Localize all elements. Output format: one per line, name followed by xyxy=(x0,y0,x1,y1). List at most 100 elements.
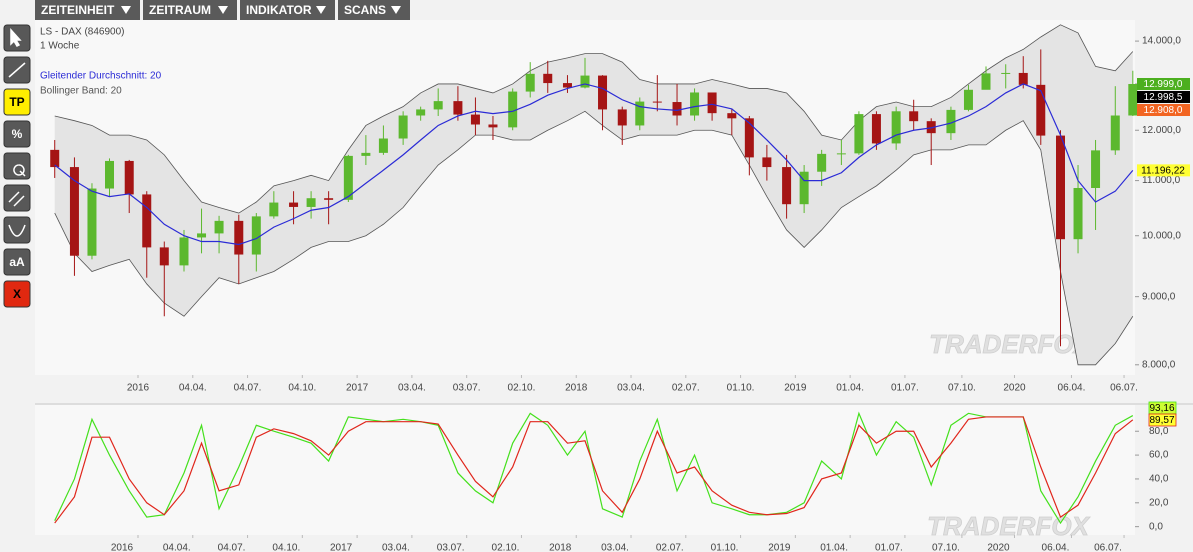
x-tick-label: 01.04. xyxy=(836,383,864,394)
candle-body xyxy=(142,194,152,248)
tool-label[interactable]: aA xyxy=(9,255,25,269)
x-tick-label: 02.10. xyxy=(508,383,536,394)
candle-body xyxy=(871,114,881,144)
candle-body xyxy=(453,101,463,115)
tool-label[interactable]: TP xyxy=(9,95,24,109)
candle-body xyxy=(836,153,846,155)
candle-body xyxy=(635,101,645,126)
candle-body xyxy=(652,101,662,103)
bollinger-fill xyxy=(54,24,1133,365)
x-tick-label: 03.07. xyxy=(437,543,465,552)
candle-body xyxy=(963,89,973,110)
menu-label[interactable]: SCANS xyxy=(344,3,386,17)
candle-body xyxy=(289,202,299,207)
y-tick-label: 11.000,0 xyxy=(1142,175,1181,186)
menu-button[interactable] xyxy=(240,0,335,20)
candle-body xyxy=(744,118,754,158)
candle-body xyxy=(525,73,535,92)
menu-label[interactable]: INDIKATOR xyxy=(246,3,312,17)
x-tick-label: 02.07. xyxy=(656,543,684,552)
menu-button[interactable] xyxy=(338,0,410,20)
bollinger-lower xyxy=(54,110,1134,366)
y-tick-label: 20,0 xyxy=(1149,497,1169,508)
tool-button[interactable] xyxy=(3,120,31,148)
x-tick-label: 03.07. xyxy=(453,383,481,394)
tool-icon xyxy=(8,224,26,237)
candle-body xyxy=(378,138,388,153)
menu-arrow xyxy=(391,6,401,14)
tool-button[interactable] xyxy=(3,184,31,212)
candle-body xyxy=(1036,84,1046,136)
candle-body xyxy=(562,83,572,88)
candle-body xyxy=(854,114,864,154)
x-tick-label: 02.10. xyxy=(492,543,520,552)
candle-body xyxy=(981,73,991,90)
x-tick-label: 04.10. xyxy=(272,543,300,552)
x-tick-label: 2019 xyxy=(768,543,791,552)
watermark: TRADERFOX xyxy=(929,329,1092,359)
candle-body xyxy=(1110,115,1120,151)
x-tick-label: 2016 xyxy=(127,383,150,394)
candle-body xyxy=(179,237,189,266)
y-tick-label: 60,0 xyxy=(1149,450,1169,461)
tool-button[interactable] xyxy=(3,88,31,116)
candle-body xyxy=(306,198,316,207)
bollinger-upper xyxy=(54,24,1134,214)
menu-button[interactable] xyxy=(143,0,237,20)
x-tick-label: 01.10. xyxy=(727,383,755,394)
menu-arrow xyxy=(218,6,228,14)
candle-body xyxy=(269,202,279,217)
x-tick-label: 2020 xyxy=(1003,383,1026,394)
last-value-label: 89,57 xyxy=(1149,415,1174,426)
last-value-tag xyxy=(1137,78,1190,91)
candle-body xyxy=(214,220,224,234)
last-value-label: 12.998,5 xyxy=(1144,92,1183,103)
menu-button[interactable] xyxy=(35,0,140,20)
menu-arrow xyxy=(121,6,131,14)
candle-body xyxy=(1055,135,1065,240)
tool-icon xyxy=(13,164,26,177)
oscillator-line xyxy=(54,411,1134,525)
y-tick-label: 80,0 xyxy=(1149,426,1169,437)
tool-button[interactable] xyxy=(3,280,31,308)
x-tick-label: 04.07. xyxy=(234,383,262,394)
candle-body xyxy=(234,220,244,255)
x-tick-label: 07.10. xyxy=(948,383,976,394)
y-tick-label: 10.000,0 xyxy=(1142,230,1181,241)
x-tick-label: 03.04. xyxy=(601,543,629,552)
x-tick-label: 2017 xyxy=(330,543,353,552)
candle-body xyxy=(197,233,207,238)
x-tick-label: 03.04. xyxy=(382,543,410,552)
candle-body xyxy=(1018,72,1028,85)
candle-body xyxy=(251,216,261,255)
candle-body xyxy=(124,160,134,195)
x-tick-label: 01.10. xyxy=(711,543,739,552)
candle-body xyxy=(87,188,97,256)
tool-label[interactable]: X xyxy=(13,287,21,301)
tool-button[interactable] xyxy=(3,216,31,244)
candle-body xyxy=(690,92,700,116)
candle-body xyxy=(1128,84,1138,116)
menu-label[interactable]: ZEITEINHEIT xyxy=(41,3,115,17)
candle-body xyxy=(926,121,936,134)
tool-icon xyxy=(8,191,25,207)
candle-body xyxy=(488,124,498,128)
x-tick-label: 01.07. xyxy=(891,383,919,394)
menu-arrow xyxy=(316,6,326,14)
instrument-title: LS - DAX (846900) xyxy=(40,27,125,38)
last-value-tag xyxy=(1137,91,1190,104)
candle-body xyxy=(946,109,956,134)
candle-body xyxy=(398,115,408,139)
tool-button[interactable] xyxy=(3,248,31,276)
candle-body xyxy=(799,171,809,205)
candle-body xyxy=(1073,187,1083,240)
x-tick-label: 01.07. xyxy=(875,543,903,552)
candle-body xyxy=(762,157,772,168)
tool-label[interactable]: % xyxy=(12,127,23,141)
candle-body xyxy=(433,101,443,110)
last-value-tag xyxy=(1148,413,1177,427)
x-tick-label: 04.07. xyxy=(218,543,246,552)
menu-label[interactable]: ZEITRAUM xyxy=(149,3,211,17)
candle-body xyxy=(598,75,608,110)
